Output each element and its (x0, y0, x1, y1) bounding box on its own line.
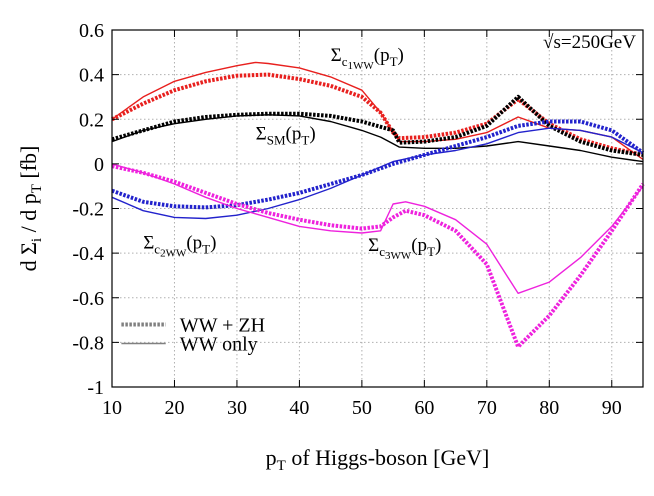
x-tick-label: 30 (227, 397, 247, 419)
annotation-sm: ΣSM(pT) (256, 123, 316, 147)
series-group (111, 61, 645, 349)
x-tick-label: 50 (352, 397, 372, 419)
annotation-sqrt_s: √s=250GeV (543, 32, 636, 53)
y-tick-label: 0.4 (79, 65, 104, 87)
series-line-c3ww_ww (111, 163, 644, 294)
series-line-sm_full (111, 94, 644, 157)
legend-label-0: WW + ZH (180, 315, 265, 337)
x-tick-label: 70 (477, 397, 497, 419)
annotation-c1ww: Σc1WW(pT) (331, 45, 404, 72)
series-line-sm_ww (111, 114, 644, 163)
y-tick-label: -0.2 (72, 199, 104, 221)
series-line-c2ww_full (111, 119, 645, 210)
y-axis-label: d Σi / d pT [fb] (16, 146, 45, 272)
series-line-c2ww_ww (111, 127, 644, 220)
series-line-c1ww_ww (111, 61, 644, 160)
x-tick-label: 10 (102, 397, 122, 419)
annotations: √s=250GeV Σc1WW(pT) ΣSM(pT) Σc2WW(pT) Σc3WW(… (143, 32, 636, 262)
y-tick-label: 0 (94, 154, 104, 176)
y-tick-label: -0.8 (72, 332, 104, 354)
ticks: 10 20 30 40 50 60 70 80 90 -1 -0.8 -0.6 -0.4 -0.2 0 0.2… (72, 20, 643, 419)
x-tick-label: 90 (602, 397, 622, 419)
x-tick-label: 80 (539, 397, 559, 419)
y-tick-label: -0.4 (72, 243, 104, 265)
y-tick-label: 0.6 (79, 20, 104, 42)
annotation-c3ww: Σc3WW(pT) (368, 235, 441, 262)
x-tick-label: 40 (289, 397, 309, 419)
grid (112, 30, 643, 387)
y-tick-label: -1 (87, 377, 104, 399)
legend-label-1: WW only (180, 333, 258, 355)
y-tick-label: -0.6 (72, 288, 104, 310)
x-axis-label: pT of Higgs-boson [GeV] (266, 445, 490, 474)
x-tick-label: 20 (164, 397, 184, 419)
x-tick-label: 60 (414, 397, 434, 419)
series-line-c3ww_full (111, 164, 645, 349)
annotation-c2ww: Σc2WW(pT) (143, 233, 216, 260)
y-tick-label: 0.2 (79, 109, 104, 131)
